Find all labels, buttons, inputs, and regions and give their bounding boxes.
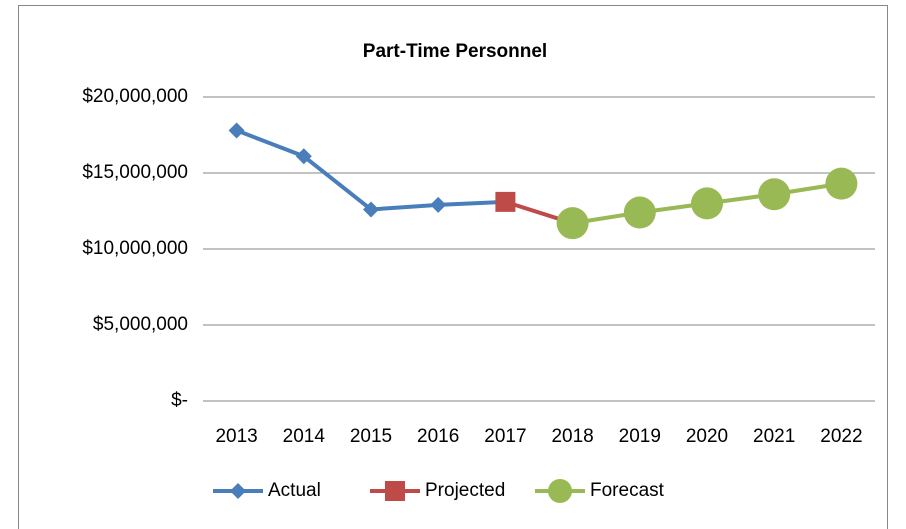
legend-marker [230,483,246,499]
x-tick-label: 2016 [417,426,459,447]
data-point [295,148,312,165]
y-tick-label: $15,000,000 [82,162,188,183]
y-tick-label: $10,000,000 [82,238,188,259]
x-tick-label: 2013 [215,426,257,447]
x-tick-label: 2019 [619,426,661,447]
legend-label: Actual [268,480,321,501]
chart-frame [18,5,888,529]
data-point [825,167,858,200]
chart-title: Part-Time Personnel [363,41,547,62]
data-point [228,122,245,139]
data-point [623,196,656,229]
data-point [556,207,589,240]
x-tick-label: 2021 [753,426,795,447]
legend-label: Forecast [590,480,665,501]
data-point [363,201,379,218]
x-tick-label: 2018 [551,426,593,447]
data-point [691,187,723,220]
x-tick-label: 2020 [686,426,728,447]
y-tick-label: $20,000,000 [82,86,188,107]
data-point [495,191,516,212]
legend-marker [548,479,572,503]
legend-marker [385,481,405,501]
data-point [430,196,447,213]
x-tick-label: 2015 [350,426,392,447]
legend-label: Projected [425,480,505,501]
x-tick-label: 2014 [283,426,326,447]
y-tick-label: $5,000,000 [93,314,188,335]
x-tick-label: 2017 [484,426,526,447]
x-tick-label: 2022 [820,426,862,447]
data-point [758,178,791,211]
y-tick-label: $- [171,390,188,411]
